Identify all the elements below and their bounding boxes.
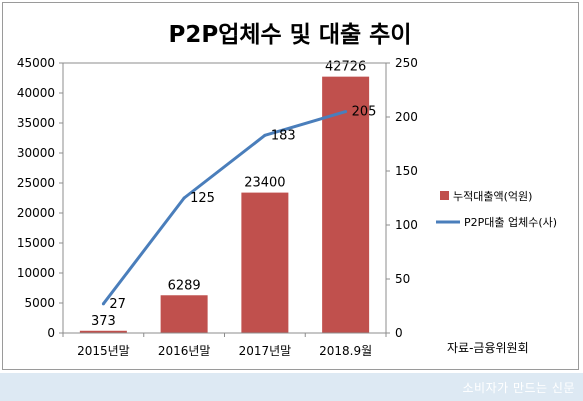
left-tick-label: 30000 (17, 146, 55, 160)
category-labels: 2015년말 2016년말 2017년말 2018.9월 (62, 333, 387, 358)
line-data-label: 183 (271, 128, 296, 143)
line-data-label: 125 (190, 191, 215, 206)
bar (241, 192, 289, 333)
category-label: 2017년말 (239, 344, 292, 358)
line-data-label: 27 (109, 297, 126, 312)
bar-data-label: 6289 (168, 278, 201, 293)
line-path (102, 110, 347, 305)
bar-data-label: 23400 (244, 176, 285, 191)
left-tick-label: 25000 (17, 176, 55, 190)
legend: 누적대출액(억원) P2P대출 업체수(사) (436, 190, 557, 229)
bar-series (79, 76, 370, 334)
line-point (101, 302, 105, 306)
right-tick-label: 150 (395, 164, 418, 178)
bar (322, 76, 370, 334)
line-point (182, 196, 186, 200)
source-note: 자료-금융위원회 (447, 341, 529, 355)
bar (79, 330, 127, 333)
footer-strip: 소비자가 만드는 신문 (0, 373, 583, 401)
line-series (101, 110, 348, 306)
plot-area (62, 62, 387, 334)
category-label: 2016년말 (158, 344, 211, 358)
line-point (263, 133, 267, 137)
line-data-labels: 27 125 183 205 (109, 105, 376, 312)
footer-text: 소비자가 만드는 신문 (462, 381, 575, 395)
left-tick-label: 40000 (17, 86, 55, 100)
left-tick-label: 35000 (17, 116, 55, 130)
bar-data-labels: 373 6289 23400 42726 (91, 60, 366, 329)
left-tick-label: 15000 (17, 236, 55, 250)
left-tick-label: 10000 (17, 266, 55, 280)
right-tick-label: 100 (395, 218, 418, 232)
legend-label-bar: 누적대출액(억원) (453, 190, 532, 203)
legend-swatch-bar (440, 191, 449, 200)
bar-data-label: 42726 (325, 60, 366, 75)
left-tick-label: 5000 (24, 296, 55, 310)
line-data-label: 205 (352, 105, 377, 120)
chart-title: P2P업체수 및 대출 추이 (168, 22, 411, 48)
right-tick-label: 50 (395, 272, 410, 286)
left-tick-label: 20000 (17, 206, 55, 220)
right-tick-label: 200 (395, 110, 418, 124)
plot-border (62, 62, 387, 334)
right-tick-label: 0 (395, 326, 403, 340)
line-point (344, 110, 348, 114)
category-label: 2018.9월 (319, 344, 372, 358)
category-label: 2015년말 (77, 344, 130, 358)
left-tick-label: 0 (47, 326, 55, 340)
right-axis-ticks: 0 50 100 150 200 250 (386, 56, 418, 340)
left-axis-ticks: 0 5000 10000 15000 20000 25000 30000 35000 40000… (17, 56, 63, 340)
legend-label-line: P2P대출 업체수(사) (464, 216, 557, 229)
bar-data-label: 373 (91, 314, 116, 329)
bar (160, 295, 208, 333)
left-tick-label: 45000 (17, 56, 55, 70)
right-tick-label: 250 (395, 56, 418, 70)
